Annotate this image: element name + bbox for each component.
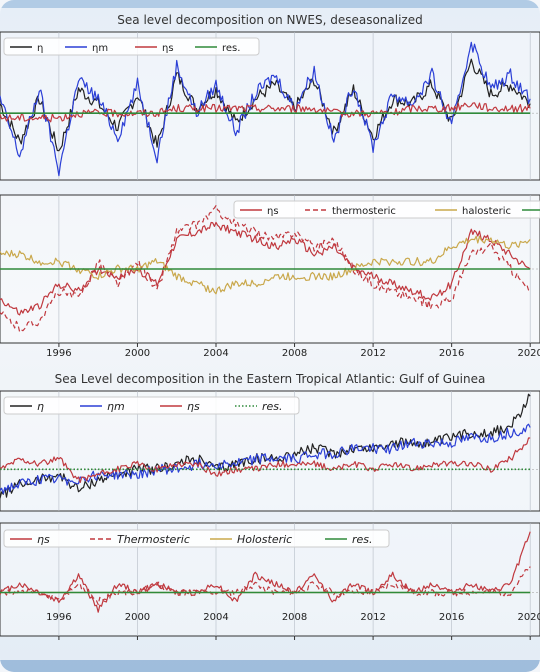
legend-label: thermosteric <box>332 206 396 217</box>
legend-label: ηs <box>187 400 200 413</box>
legend-label: halosteric <box>462 206 511 217</box>
series-line-halosteric-2 <box>0 235 531 295</box>
nwes-title: Sea level decomposition on NWES, deseaso… <box>117 13 422 27</box>
x-tick-label: 2004 <box>203 348 228 359</box>
x-tick-label: 2020 <box>517 612 540 623</box>
guinea-steric-legend: ηs Thermosteric Holosteric res. <box>3 529 390 548</box>
x-tick-label: 2000 <box>125 348 150 359</box>
legend-label: ηs <box>37 533 50 546</box>
x-tick-label: 2012 <box>360 612 385 623</box>
legend-label: η <box>37 43 43 54</box>
series-line-s-2 <box>0 102 531 123</box>
x-tick-label: 2008 <box>282 348 307 359</box>
series-line--0 <box>0 393 531 499</box>
x-tick-label: 2004 <box>203 612 228 623</box>
nwes-steric-panel: ηsthermosterichalostericres. 19962000200… <box>0 194 540 359</box>
legend-box <box>3 396 300 415</box>
legend-box <box>233 200 540 219</box>
guinea-total-panel: Sea Level decomposition in the Eastern T… <box>0 372 540 512</box>
series-line-s-0 <box>0 531 531 613</box>
series-line-m-1 <box>0 423 531 495</box>
series-line-s-2 <box>0 437 531 483</box>
legend-label: Thermosteric <box>117 533 190 546</box>
x-tick-label: 2020 <box>517 348 540 359</box>
x-tick-label: 1996 <box>46 348 71 359</box>
series-line-thermosteric-1 <box>0 205 531 333</box>
legend-label: ηs <box>162 43 174 54</box>
nwes-total-panel: Sea level decomposition on NWES, deseaso… <box>0 13 540 181</box>
x-tick-label: 2012 <box>360 348 385 359</box>
legend-box <box>3 529 390 548</box>
x-tick-label: 2016 <box>439 612 464 623</box>
legend-label: ηm <box>107 400 125 413</box>
series-line-s-0 <box>0 221 531 316</box>
legend-label: η <box>37 400 44 413</box>
legend-label: res. <box>352 533 373 546</box>
nwes-steric-legend: ηsthermosterichalostericres. <box>233 200 540 219</box>
nwes-x-ticks: 1996 2000 2004 2008 2012 2016 2020 <box>46 343 540 359</box>
x-tick-label: 2016 <box>439 348 464 359</box>
legend-label: ηs <box>267 206 279 217</box>
series-line-Thermosteric-1 <box>0 566 531 606</box>
guinea-steric-panel: ηs Thermosteric Holosteric res. 1996 2000 200… <box>0 522 540 640</box>
x-tick-label: 1996 <box>46 612 71 623</box>
guinea-x-ticks: 1996 2000 2004 2008 2012 2016 2020 <box>46 612 540 640</box>
legend-box <box>3 37 260 56</box>
legend-label: res. <box>262 400 283 413</box>
series-line-m-1 <box>0 41 531 177</box>
nwes-total-legend: η ηm ηs res. <box>3 37 260 56</box>
guinea-total-legend: η ηm ηs res. <box>3 396 300 415</box>
legend-label: Holosteric <box>237 533 292 546</box>
legend-label: ηm <box>92 43 108 54</box>
x-tick-label: 2000 <box>125 612 150 623</box>
legend-label: res. <box>222 43 240 54</box>
x-tick-label: 2008 <box>282 612 307 623</box>
guinea-title: Sea Level decomposition in the Eastern T… <box>55 372 486 386</box>
